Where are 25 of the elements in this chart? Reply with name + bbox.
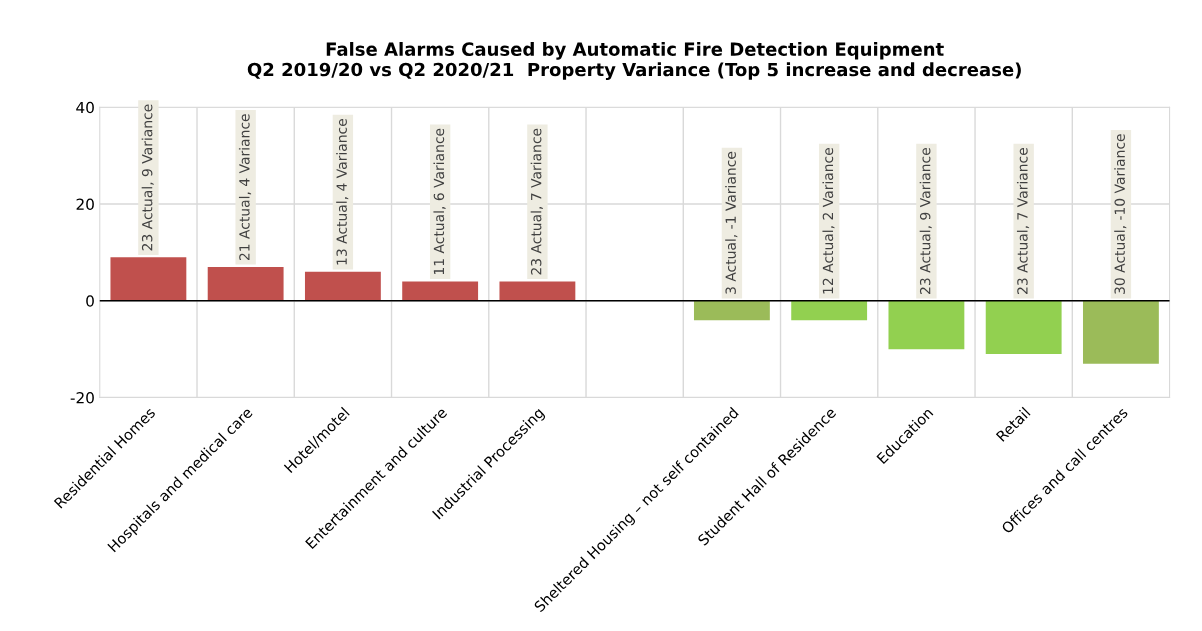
annotation: 23 Actual, 7 Variance — [530, 128, 543, 275]
y-tick-label: 0 — [86, 295, 94, 307]
annotation: 30 Actual, -10 Variance — [1114, 134, 1127, 294]
annotation: 23 Actual, 7 Variance — [1016, 148, 1030, 294]
annotation: 23 Actual, 9 Variance — [919, 148, 932, 294]
bar — [888, 300, 965, 350]
bar — [791, 300, 868, 321]
bar — [110, 257, 187, 301]
bar — [985, 300, 1062, 354]
annotation: 12 Actual, 2 Variance — [822, 148, 835, 294]
annotation: 13 Actual, 4 Variance — [336, 119, 349, 265]
y-tick-label: -20 — [70, 392, 94, 404]
annotation: 21 Actual, 4 Variance — [238, 114, 252, 261]
bar — [304, 271, 381, 301]
annotation: 23 Actual, 9 Variance — [141, 104, 154, 251]
annotation: 3 Actual, -1 Variance — [725, 151, 738, 294]
bar — [693, 300, 770, 321]
bar — [499, 281, 576, 301]
annotation: 11 Actual, 6 Variance — [433, 128, 446, 275]
y-tick-label: 20 — [76, 198, 94, 211]
bar — [1082, 300, 1159, 364]
bar — [402, 281, 479, 301]
chart-title: False Alarms Caused by Automatic Fire Detection Equipment Q2 2019/20 vs Q2 2020/21 Property Variance (Top 5 increase and decrease) — [247, 42, 1021, 80]
y-tick-label: 40 — [76, 101, 94, 114]
bar — [207, 266, 284, 301]
